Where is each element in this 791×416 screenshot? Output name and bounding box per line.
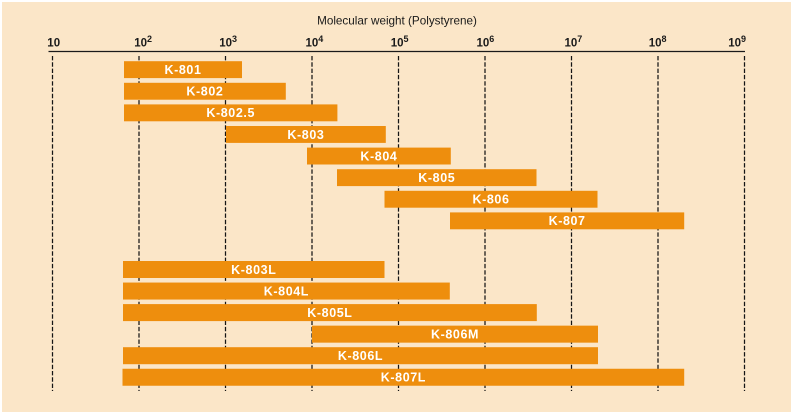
svg-text:103: 103: [219, 34, 237, 49]
svg-text:K-804: K-804: [360, 149, 397, 163]
svg-text:K-806M: K-806M: [431, 328, 479, 342]
svg-text:102: 102: [134, 34, 152, 49]
svg-text:K-805L: K-805L: [307, 306, 352, 320]
svg-text:Molecular weight (Polystyrene): Molecular weight (Polystyrene): [317, 15, 477, 28]
svg-text:K-805: K-805: [418, 171, 455, 185]
svg-text:K-804L: K-804L: [264, 285, 309, 299]
svg-text:K-807L: K-807L: [381, 371, 426, 385]
svg-text:K-802.5: K-802.5: [206, 106, 255, 120]
svg-text:108: 108: [649, 34, 667, 49]
svg-text:K-807: K-807: [549, 214, 586, 228]
svg-text:K-802: K-802: [186, 85, 223, 99]
svg-text:10: 10: [47, 38, 60, 50]
svg-text:K-801: K-801: [164, 63, 201, 77]
svg-text:104: 104: [306, 34, 324, 49]
svg-text:K-803: K-803: [287, 128, 324, 142]
svg-text:105: 105: [391, 34, 409, 49]
svg-text:106: 106: [477, 34, 495, 49]
svg-text:107: 107: [565, 34, 583, 49]
svg-text:K-803L: K-803L: [231, 263, 276, 277]
svg-text:K-806L: K-806L: [338, 349, 383, 363]
svg-text:K-806: K-806: [472, 193, 509, 207]
svg-text:109: 109: [728, 34, 746, 49]
